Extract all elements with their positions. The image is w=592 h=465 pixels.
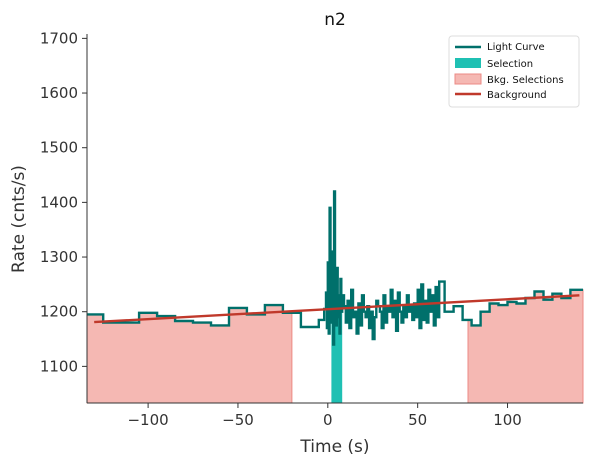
legend-label-selection: Selection [487,59,533,70]
x-tick-label: 100 [493,411,522,429]
y-tick-label: 1300 [40,248,78,266]
x-tick-label: 0 [323,411,333,429]
y-tick-label: 1600 [40,84,78,102]
legend-handle-selection [455,58,481,68]
legend-label-light-curve: Light Curve [487,42,545,53]
x-tick-label: −100 [127,411,168,429]
y-tick-label: 1500 [40,139,78,157]
bkg-selection-area-1 [467,289,584,404]
legend-box [448,35,580,108]
y-tick-label: 1400 [40,193,78,211]
legend: Light Curve Selection Bkg. Selections Ba… [448,35,580,108]
background-line [94,294,580,324]
light-curve-line [87,190,583,346]
y-tick-label: 1700 [40,29,78,47]
x-axis-label: Time (s) [299,437,369,457]
y-tick-label: 1200 [40,303,78,321]
legend-label-bkg-selections: Bkg. Selections [487,75,564,86]
legend-handle-bkg-selections [454,73,482,85]
y-tick-label: 1100 [40,357,78,375]
x-tick-label: −50 [222,411,254,429]
y-axis-label: Rate (cnts/s) [9,165,29,273]
plot-area: −100 −50 0 50 100 1100 1200 1300 1400 1500 1600 170… [40,29,584,429]
chart-title: n2 [324,10,346,30]
legend-label-background: Background [487,90,547,101]
x-tick-label: 50 [408,411,427,429]
